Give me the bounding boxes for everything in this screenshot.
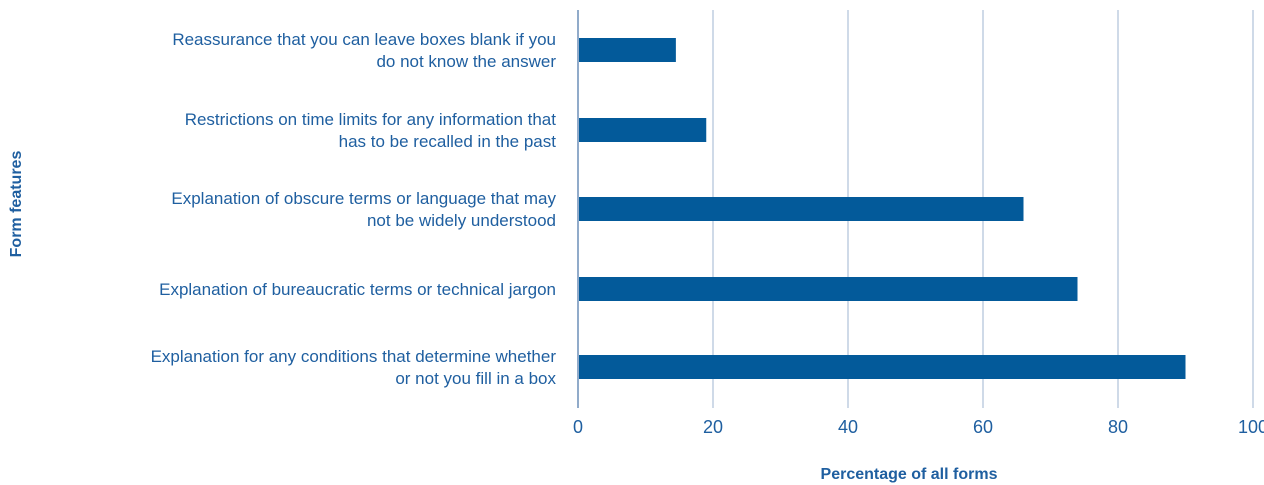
category-label: not be widely understood (367, 211, 556, 230)
x-tick-label: 20 (703, 417, 723, 437)
bar (579, 355, 1186, 379)
bar (579, 197, 1024, 221)
category-label: do not know the answer (376, 52, 556, 71)
bars (579, 38, 1186, 379)
category-label: Explanation of obscure terms or language… (171, 189, 556, 208)
bar (579, 38, 676, 62)
x-tick-label: 60 (973, 417, 993, 437)
x-axis-title: Percentage of all forms (821, 466, 998, 483)
category-label: has to be recalled in the past (339, 132, 557, 151)
bar (579, 277, 1078, 301)
y-axis-title: Form features (8, 151, 25, 258)
bar (579, 118, 707, 142)
category-label: Restrictions on time limits for any info… (185, 110, 557, 129)
x-tick-label: 100 (1238, 417, 1264, 437)
x-tick-label: 40 (838, 417, 858, 437)
category-label: or not you fill in a box (395, 369, 556, 388)
x-tick-label: 0 (573, 417, 583, 437)
x-tick-label: 80 (1108, 417, 1128, 437)
category-label: Explanation for any conditions that dete… (151, 347, 557, 366)
category-label: Reassurance that you can leave boxes bla… (172, 30, 556, 49)
category-labels: Reassurance that you can leave boxes bla… (151, 30, 557, 388)
x-tick-labels: 0 20 40 60 80 100 (573, 417, 1264, 437)
category-label: Explanation of bureaucratic terms or tec… (159, 280, 556, 299)
